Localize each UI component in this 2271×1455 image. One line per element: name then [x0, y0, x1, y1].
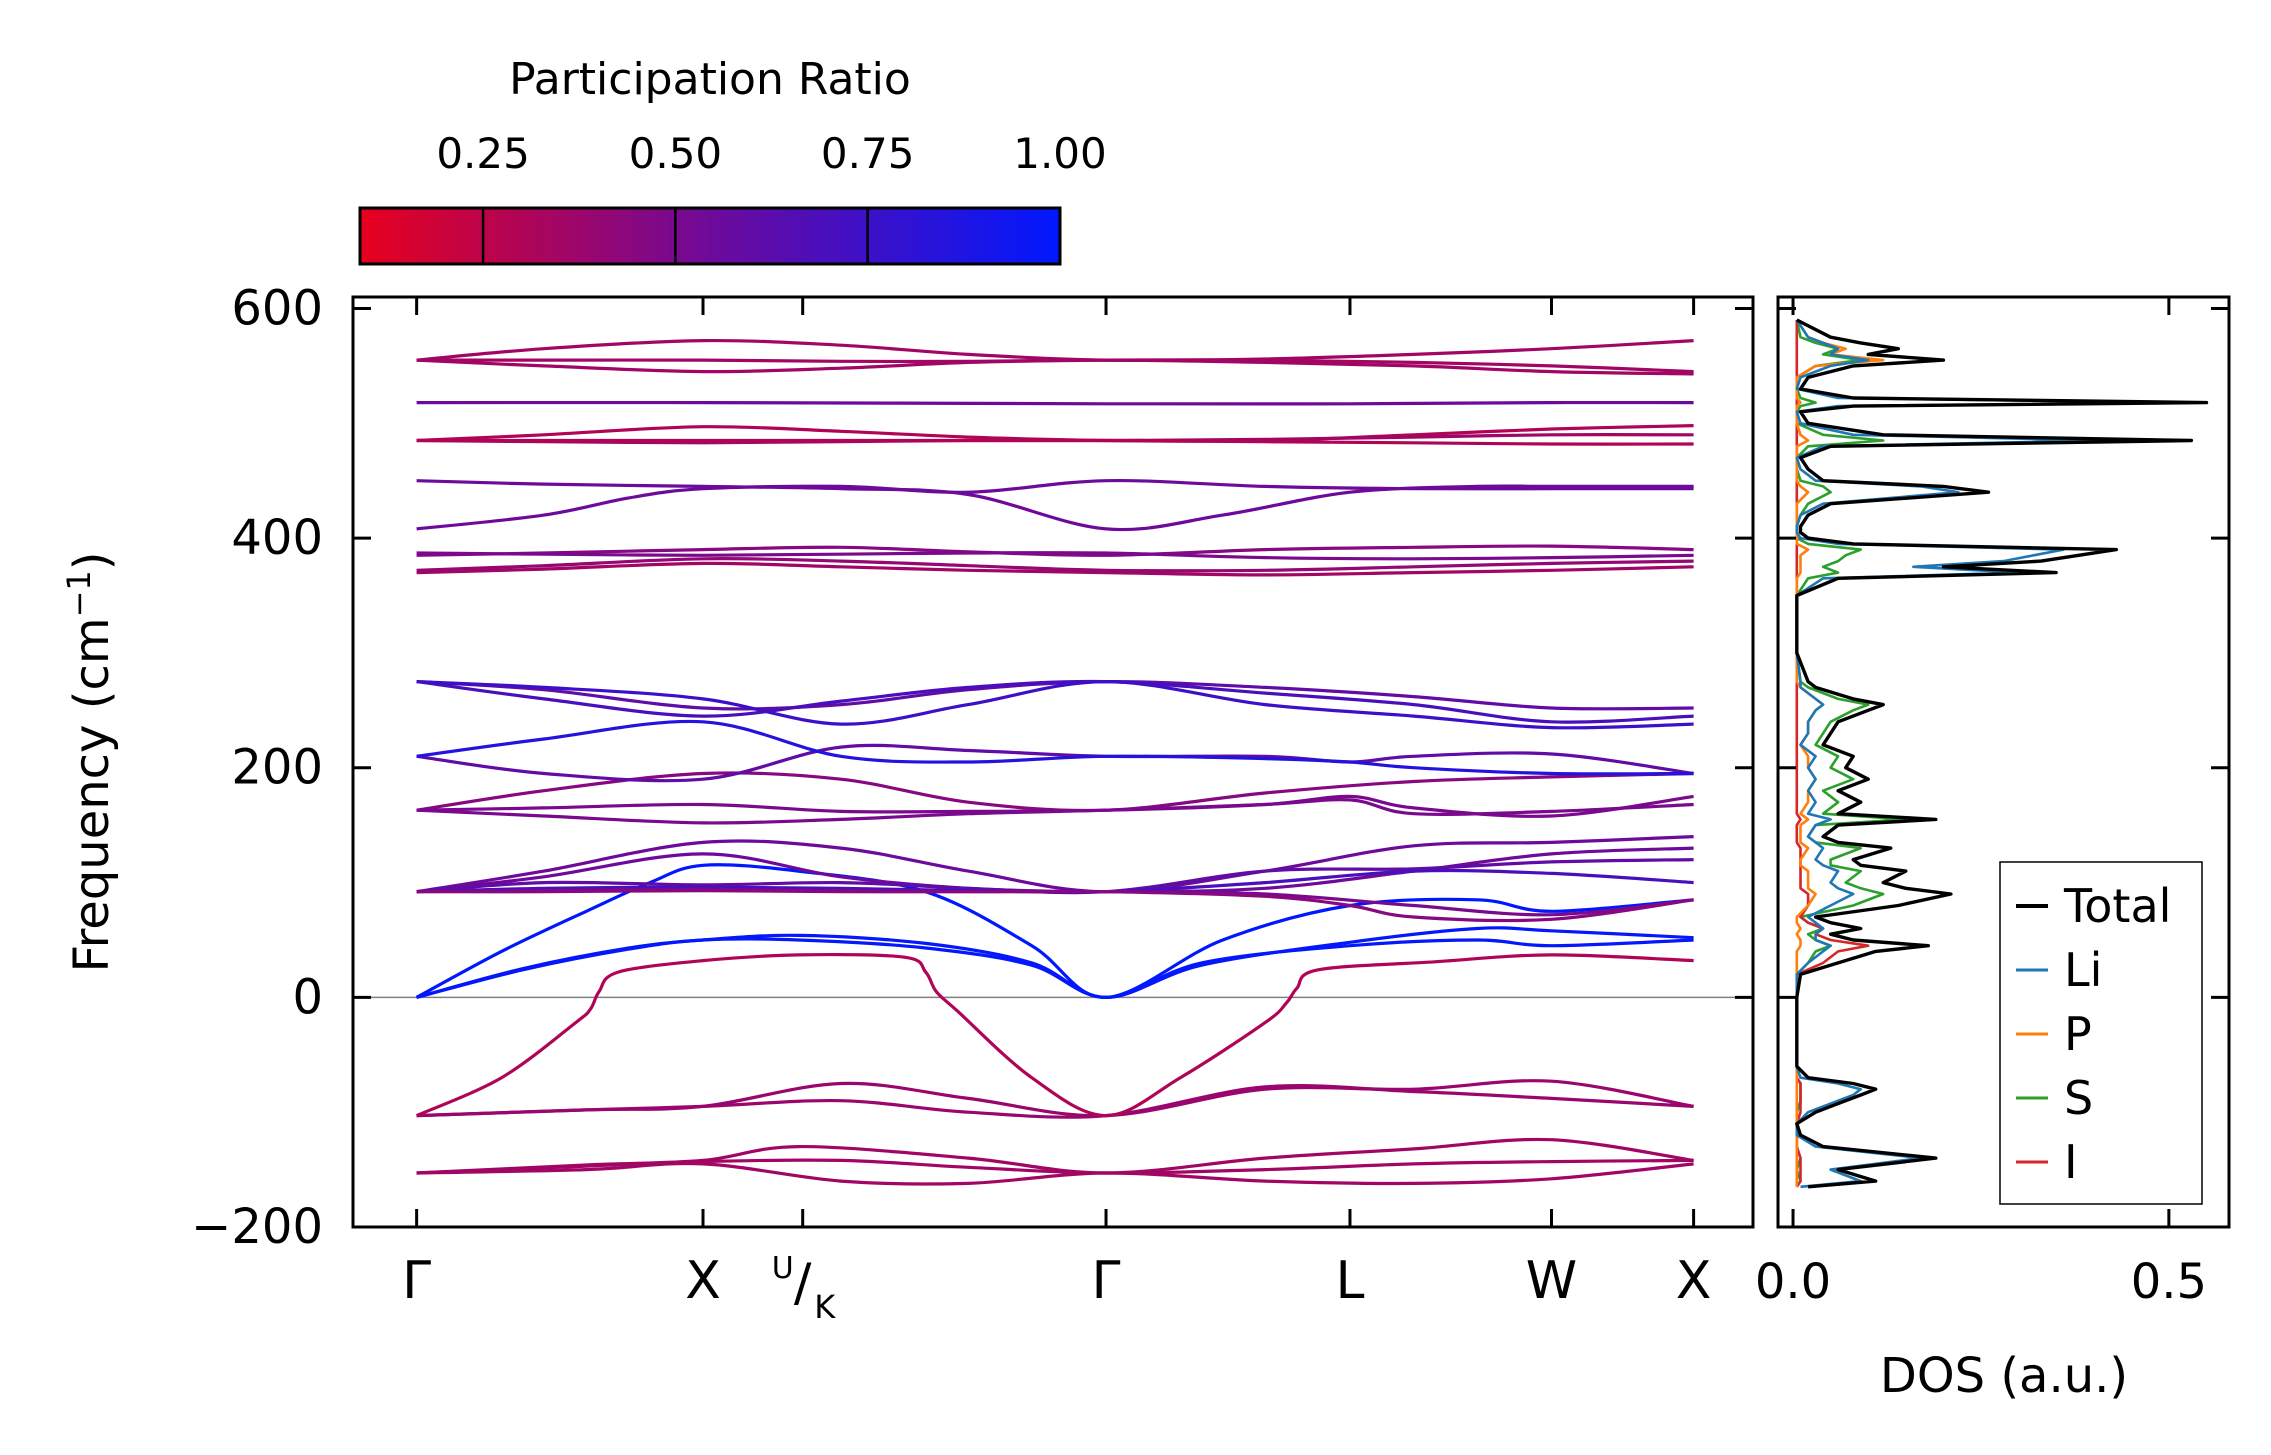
phonon-band-line	[416, 438, 1694, 446]
frequency-tick-label: −200	[191, 1199, 323, 1255]
phonon-band-line	[416, 338, 1694, 363]
phonon-band-line	[416, 1084, 1694, 1119]
kpoint-label: W	[1526, 1251, 1577, 1311]
band-plot-frame	[351, 295, 1755, 1229]
colorbar-label: Participation Ratio	[509, 54, 911, 105]
dos-plot-frame	[1776, 295, 2231, 1229]
phonon-band-line	[416, 551, 1694, 561]
frequency-tick-label: 400	[231, 510, 323, 566]
phonon-band-line	[416, 1137, 1694, 1175]
kpoint-label-subscript: K	[814, 1288, 836, 1326]
phonon-band-line	[416, 719, 1694, 776]
legend-label: S	[2064, 1071, 2093, 1125]
legend-label: Li	[2064, 943, 2102, 997]
colorbar: Participation Ratio 0.25 0.50 0.75 1.00	[358, 54, 1107, 266]
phonon-band-line	[416, 478, 1694, 531]
phonon-band-line	[416, 544, 1694, 557]
kpoint-label: Γ	[1092, 1251, 1121, 1311]
phonon-band-line	[416, 679, 1694, 724]
frequency-axis-label: Frequency (cm−1)	[60, 551, 120, 972]
dos-tick-label: 0.0	[1755, 1254, 1831, 1310]
kpoint-label: X	[685, 1251, 721, 1311]
legend-label: P	[2064, 1007, 2092, 1061]
phonon-band-line	[416, 358, 1694, 376]
dos-legend: Total Li PSI	[1999, 861, 2203, 1205]
colorbar-tick-label: 0.50	[629, 129, 723, 178]
band-structure-panel: −200 0 200 400 600 Γ X U / K Γ L W X Frequency (cm−1…	[60, 280, 1755, 1326]
kpoint-label: X	[1676, 1251, 1712, 1311]
phonon-band-line	[416, 743, 1694, 783]
phonon-band-line	[415, 863, 1694, 1000]
phonon-band-line	[416, 680, 1694, 730]
phonon-band-line	[416, 557, 1694, 573]
phonon-band-line	[416, 479, 1694, 532]
phonon-band-line	[416, 835, 1694, 894]
phonon-band-line	[416, 400, 1694, 406]
phonon-band-line	[416, 889, 1694, 923]
kpoint-label: L	[1335, 1251, 1364, 1311]
phonon-band-line	[416, 926, 1694, 999]
dos-curve-total	[1795, 318, 2209, 1189]
ylabel-text: Frequency (cm	[64, 617, 120, 972]
phonon-band-line	[416, 846, 1694, 894]
legend-label: Total	[2063, 879, 2171, 933]
frequency-tick-label: 200	[231, 740, 323, 796]
ylabel-superscript: −1	[60, 570, 98, 617]
dos-axis-label: DOS (a.u.)	[1880, 1348, 2128, 1404]
frequency-tick-label: 600	[231, 280, 323, 336]
dos-tick-label: 0.5	[2131, 1254, 2207, 1310]
frequency-tick-label: 0	[292, 969, 323, 1025]
kpoint-label: Γ	[402, 1251, 431, 1311]
dos-panel: 0.0 0.5 DOS (a.u.) Total Li PSI	[1755, 295, 2231, 1404]
phonon-band-line	[416, 561, 1694, 577]
dos-curves	[1795, 318, 2209, 1189]
phonon-bands	[415, 338, 1694, 1186]
phonon-band-line	[416, 1161, 1694, 1186]
phonon-band-line	[415, 952, 1694, 1118]
phonon-band-line	[416, 424, 1694, 443]
colorbar-tick-label: 0.25	[436, 129, 530, 178]
phonon-band-line	[416, 798, 1694, 825]
kpoint-label-superscript: U	[772, 1251, 794, 1286]
colorbar-tick-label: 0.75	[821, 129, 915, 178]
colorbar-ticks: 0.25 0.50 0.75 1.00	[436, 129, 1107, 264]
dos-axis-ticks: 0.0 0.5	[1755, 297, 2229, 1310]
kpoint-axis-ticks: Γ X U / K Γ L W X	[402, 297, 1711, 1326]
frequency-axis-ticks: −200 0 200 400 600	[191, 280, 1753, 1255]
ylabel-close: )	[64, 551, 120, 570]
legend-label: I	[2064, 1135, 2078, 1189]
colorbar-bar	[358, 206, 1062, 266]
kpoint-label-slash: /	[794, 1253, 812, 1313]
colorbar-tick-label: 1.00	[1013, 129, 1107, 178]
